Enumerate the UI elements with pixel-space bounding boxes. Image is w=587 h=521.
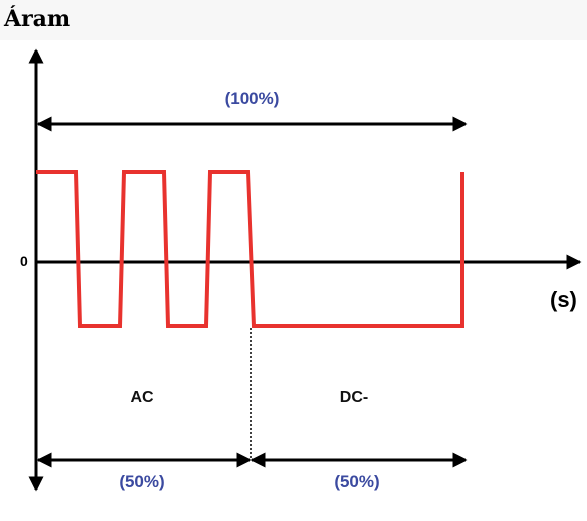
- dc-percent-label: (50%): [334, 472, 379, 491]
- dc-label: DC-: [340, 389, 368, 406]
- x-unit-label: (s): [550, 287, 577, 312]
- diagram-title: Áram: [4, 6, 71, 32]
- zero-label: 0: [20, 253, 28, 269]
- ac-percent-label: (50%): [119, 472, 164, 491]
- plot-background: [0, 40, 587, 521]
- total-percent-label: (100%): [225, 89, 280, 108]
- ac-label: AC: [130, 389, 154, 406]
- current-waveform: [36, 170, 464, 328]
